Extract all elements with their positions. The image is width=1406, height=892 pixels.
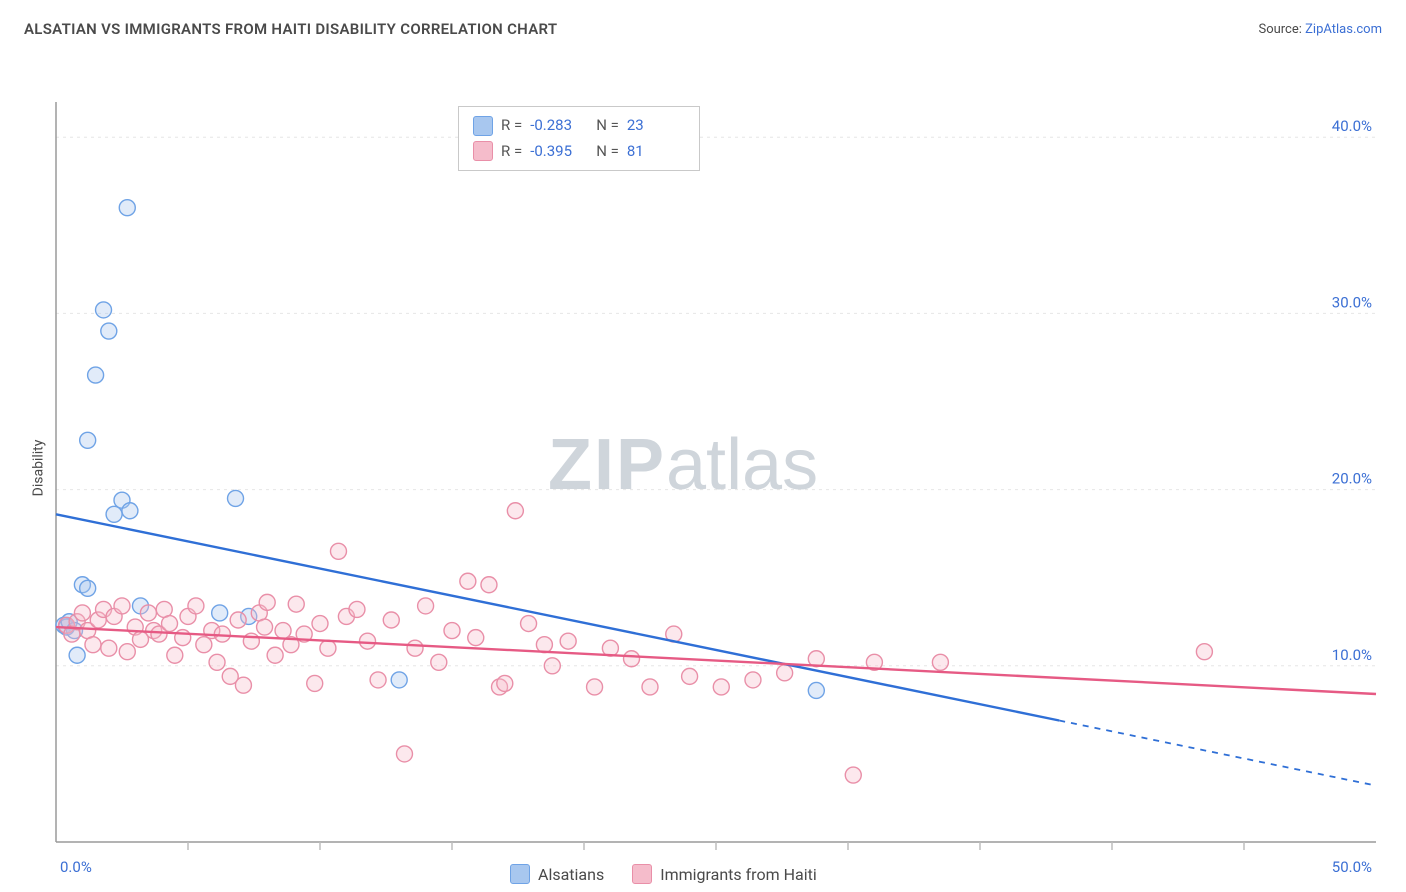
legend-swatch-1 [473, 141, 493, 161]
svg-text:50.0%: 50.0% [1332, 858, 1372, 876]
series-legend-label-1: Immigrants from Haiti [660, 865, 816, 884]
series-legend-label-0: Alsatians [538, 865, 604, 884]
legend-r-label-1: R = [501, 139, 522, 165]
svg-text:40.0%: 40.0% [1332, 117, 1372, 135]
source-label: Source: [1258, 22, 1305, 37]
legend-n-value-1: 81 [627, 139, 685, 165]
series-legend-item-1: Immigrants from Haiti [632, 864, 816, 884]
chart-area: Disability 10.0% 20.0% 30.0% 40.0% 0.0% 50.0%… [0, 44, 1406, 892]
chart-source: Source: ZipAtlas.com [1258, 22, 1382, 37]
legend-r-value-1: -0.395 [530, 139, 588, 165]
legend-n-label-0: N = [596, 113, 619, 139]
scatter-chart: 10.0% 20.0% 30.0% 40.0% 0.0% 50.0% [0, 44, 1406, 892]
svg-text:30.0%: 30.0% [1332, 293, 1372, 311]
svg-text:10.0%: 10.0% [1332, 646, 1372, 664]
series-legend: Alsatians Immigrants from Haiti [510, 864, 817, 884]
svg-text:20.0%: 20.0% [1332, 470, 1372, 488]
source-link[interactable]: ZipAtlas.com [1305, 22, 1382, 37]
chart-title: ALSATIAN VS IMMIGRANTS FROM HAITI DISABI… [24, 20, 557, 38]
legend-box: R = -0.283 N = 23 R = -0.395 N = 81 [458, 106, 700, 171]
y-axis-label: Disability [30, 440, 46, 497]
svg-text:0.0%: 0.0% [60, 858, 92, 876]
legend-r-value-0: -0.283 [530, 113, 588, 139]
chart-header: ALSATIAN VS IMMIGRANTS FROM HAITI DISABI… [0, 0, 1406, 44]
legend-row-0: R = -0.283 N = 23 [473, 113, 685, 139]
series-legend-item-0: Alsatians [510, 864, 604, 884]
legend-r-label-0: R = [501, 113, 522, 139]
legend-n-value-0: 23 [627, 113, 685, 139]
series-legend-swatch-1 [632, 864, 652, 884]
legend-row-1: R = -0.395 N = 81 [473, 139, 685, 165]
series-legend-swatch-0 [510, 864, 530, 884]
legend-swatch-0 [473, 116, 493, 136]
legend-n-label-1: N = [596, 139, 619, 165]
